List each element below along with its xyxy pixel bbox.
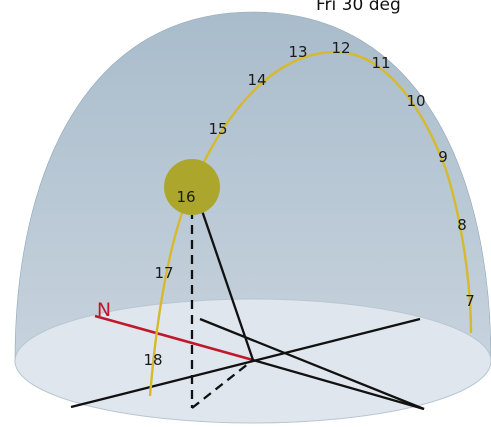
north-line: [94, 314, 254, 362]
hour-label-15: 15: [208, 120, 227, 138]
hour-label-12: 12: [331, 39, 350, 57]
sun-hour-label: 16: [176, 188, 195, 206]
hour-label-18: 18: [143, 351, 162, 369]
ground-cross-line: [199, 317, 425, 411]
sun-ray-line: [195, 195, 255, 361]
header-text: Fri 30 deg: [316, 0, 401, 15]
hour-label-8: 8: [457, 216, 467, 234]
sun-ground-dashed-line: [191, 359, 254, 409]
hour-label-14: 14: [247, 71, 266, 89]
sun-path: [148, 50, 473, 397]
hour-label-7: 7: [465, 292, 475, 310]
sky-dome: [14, 11, 491, 361]
hour-labels: 7 8 9 10 11 12 13 14 15 17 18: [143, 39, 474, 369]
sun: [164, 159, 220, 215]
north-line-back: [252, 358, 425, 411]
hour-label-13: 13: [288, 43, 307, 61]
east-west-line: [70, 317, 421, 409]
compass-lines: [70, 317, 425, 411]
north-label: N: [97, 299, 111, 321]
hour-label-9: 9: [438, 148, 448, 166]
hour-label-10: 10: [406, 92, 425, 110]
hour-label-17: 17: [154, 264, 173, 282]
hour-label-11: 11: [371, 54, 390, 72]
